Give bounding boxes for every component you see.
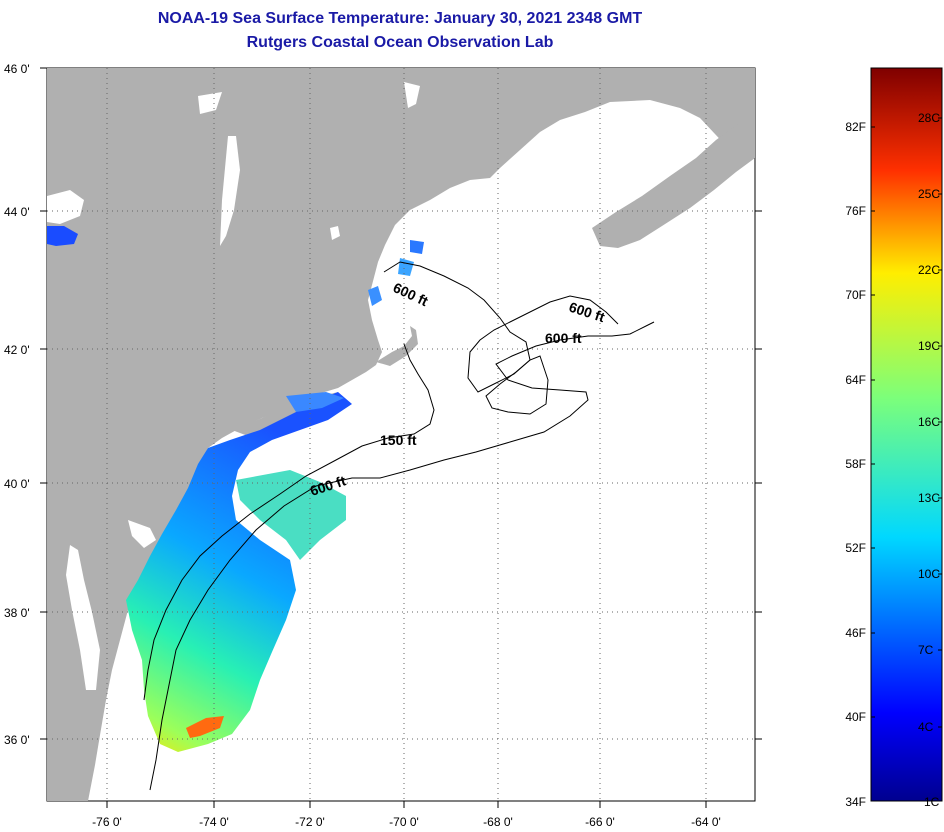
colorbar-f-label: 82F (845, 120, 866, 134)
contour-600ft-gulf (383, 261, 619, 393)
lat-label: 40 0' (4, 477, 30, 491)
axis-ticks (40, 67, 762, 808)
lon-label: -64 0' (691, 815, 721, 829)
sst-coastal-band (126, 392, 352, 752)
colorbar-f-label: 52F (845, 541, 866, 555)
lat-label: 46 0' (4, 62, 30, 76)
land-cape-cod (376, 326, 418, 366)
sst-maine-patch (368, 286, 382, 306)
colorbar-f-label: 40F (845, 710, 866, 724)
sst-sound-patch (286, 392, 344, 412)
lon-label: -72 0' (295, 815, 325, 829)
lon-label: -70 0' (389, 815, 419, 829)
lake-champlain (220, 136, 240, 246)
lat-label: 36 0' (4, 733, 30, 747)
contour-label: 150 ft (380, 432, 417, 448)
lon-label: -74 0' (199, 815, 229, 829)
bathymetry-contours (143, 261, 655, 791)
colorbar-c-label: 22C (918, 263, 940, 277)
sst-maine-patch-3 (410, 240, 424, 254)
land-nova-scotia (592, 118, 755, 248)
lon-label: -68 0' (483, 815, 513, 829)
sst-offshore-patch (236, 470, 346, 560)
colorbar-c-label: 4C (918, 720, 934, 734)
map-title: NOAA-19 Sea Surface Temperature: January… (157, 10, 643, 27)
lon-label: -76 0' (92, 815, 122, 829)
colorbar-f-label: 76F (845, 204, 866, 218)
colorbar-ticks (871, 117, 942, 728)
sst-warm-spot (186, 716, 224, 738)
colorbar-c-label: 1C (924, 795, 940, 809)
colorbar-c-label: 16C (918, 415, 940, 429)
graticule (47, 68, 755, 801)
delaware-bay (128, 520, 156, 548)
sst-colorbar (870, 67, 943, 802)
colorbar-c-label: 19C (918, 339, 940, 353)
colorbar-f-label: 64F (845, 373, 866, 387)
colorbar-c-label: 7C (918, 643, 934, 657)
lake-maine (404, 82, 420, 108)
colorbar-f-label: 46F (845, 626, 866, 640)
lake-ontario (47, 190, 84, 224)
colorbar-c-label: 10C (918, 567, 940, 581)
sst-lake-ontario (47, 226, 78, 246)
colorbar-c-label: 28C (918, 111, 940, 125)
colorbar-f-label: 70F (845, 288, 866, 302)
colorbar-c-label: 25C (918, 187, 940, 201)
contour-georges (485, 355, 549, 415)
colorbar-f-label: 34F (845, 795, 866, 809)
lon-label: -66 0' (585, 815, 615, 829)
land-mainland (47, 68, 755, 801)
lat-label: 44 0' (4, 205, 30, 219)
contour-150ft (143, 343, 435, 701)
lat-label: 42 0' (4, 343, 30, 357)
lat-label: 38 0' (4, 606, 30, 620)
colorbar-c-label: 13C (918, 491, 940, 505)
map-subtitle: Rutgers Coastal Ocean Observation Lab (246, 34, 554, 51)
lake-winnipesaukee (330, 226, 340, 240)
lake-north (198, 92, 222, 114)
colorbar-f-label: 58F (845, 457, 866, 471)
contour-600ft-shelf (149, 321, 655, 791)
chesapeake-bay (66, 545, 100, 690)
contour-label: 600 ft (545, 330, 582, 346)
